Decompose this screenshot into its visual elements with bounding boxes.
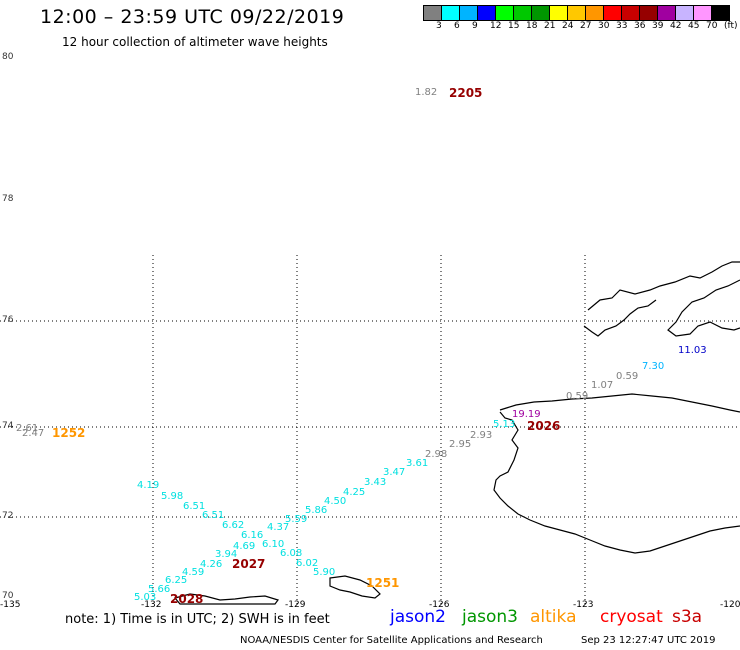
wave-height-value: 7.30: [642, 361, 665, 372]
color-scale-tick: 42: [670, 21, 682, 31]
wave-height-value: 1.07: [591, 380, 614, 391]
wave-height-value: 3.94: [215, 549, 238, 560]
wave-height-value: 6.62: [222, 520, 245, 531]
color-scale-tick: 39: [652, 21, 664, 31]
lat-label: 76: [2, 315, 14, 325]
wave-height-value: 3.61: [406, 458, 429, 469]
wave-height-value: 0.59: [566, 391, 589, 402]
lat-label: 74: [2, 421, 14, 431]
wave-height-value: 3.43: [364, 477, 387, 488]
wave-height-value: 5.03: [134, 592, 157, 603]
color-scale-labels: 3 6 9 12 15 18 21 24 27 30 33 36 39 42 45 70 (ft): [423, 21, 740, 33]
wave-height-value: 2.47: [22, 428, 45, 439]
color-scale-tick: 12: [490, 21, 502, 31]
lon-label: -126: [429, 600, 450, 610]
legend-s3a: s3a: [672, 607, 703, 627]
wave-height-value: 19.19: [512, 409, 541, 420]
wave-height-value: 6.51: [202, 510, 225, 521]
wave-height-value: 2.95: [449, 439, 472, 450]
wave-height-value: 4.50: [324, 496, 347, 507]
wave-height-value: 4.19: [137, 480, 160, 491]
color-scale-tick: 45: [688, 21, 700, 31]
lon-label: -129: [285, 600, 306, 610]
footer-note: note: 1) Time is in UTC; 2) SWH is in fe…: [65, 612, 330, 627]
wave-height-value: 3.47: [383, 467, 406, 478]
wave-height-value: 4.26: [200, 559, 223, 570]
color-scale-tick: 27: [580, 21, 592, 31]
wave-height-value: 5.90: [313, 567, 336, 578]
wave-height-value: 4.25: [343, 487, 366, 498]
wave-height-value: 4.59: [182, 567, 205, 578]
wave-height-value: 5.66: [148, 584, 171, 595]
lon-label: -132: [141, 600, 162, 610]
wave-height-value: 6.51: [183, 501, 206, 512]
wave-height-value: 6.08: [280, 548, 303, 559]
wave-height-value: 2.98: [425, 449, 448, 460]
color-scale-tick: 15: [508, 21, 520, 31]
color-scale-tick: 18: [526, 21, 538, 31]
legend-cryosat: cryosat: [600, 607, 663, 627]
map-title: 12:00 – 23:59 UTC 09/22/2019: [40, 6, 345, 28]
generated-timestamp: Sep 23 12:27:47 UTC 2019: [581, 635, 716, 646]
wave-height-value: 11.03: [678, 345, 707, 356]
map-subtitle: 12 hour collection of altimeter wave hei…: [62, 35, 328, 49]
wave-height-value: 2.93: [470, 430, 493, 441]
wave-height-value: 4.69: [233, 541, 256, 552]
pass-time-label: 2028: [170, 592, 204, 606]
pass-time-label: 1252: [52, 426, 86, 440]
color-scale-tick: 21: [544, 21, 556, 31]
lat-label: 70: [2, 591, 14, 601]
color-scale-tick: 6: [454, 21, 460, 31]
wave-height-value: 0.59: [616, 371, 639, 382]
color-scale-tick: 36: [634, 21, 646, 31]
wave-height-value: 5.13: [493, 419, 516, 430]
color-swatches: [423, 5, 730, 21]
wave-height-value: 6.25: [165, 575, 188, 586]
legend-jason2: jason2: [390, 607, 446, 627]
pass-time-label: 2026: [527, 419, 561, 433]
wave-height-value: 6.02: [296, 558, 319, 569]
legend-altika: altika: [530, 607, 577, 627]
color-scale-tick: 9: [472, 21, 478, 31]
lat-label: 80: [2, 52, 14, 62]
wave-height-value: 4.37: [267, 522, 290, 533]
color-scale-tick: 3: [436, 21, 442, 31]
wave-height-value: 1.82: [415, 87, 438, 98]
color-scale-tick: (ft): [724, 21, 738, 31]
wave-height-value: 5.98: [161, 491, 184, 502]
wave-height-value: 6.10: [262, 539, 285, 550]
lon-label: -135: [0, 600, 21, 610]
color-scale-tick: 70: [706, 21, 718, 31]
wave-height-value: 2.61: [16, 423, 39, 434]
color-scale: [423, 5, 730, 21]
legend-jason3: jason3: [462, 607, 518, 627]
pass-time-label: 1251: [366, 576, 400, 590]
color-scale-tick: 30: [598, 21, 610, 31]
lat-label: 72: [2, 511, 14, 521]
wave-height-value: 5.86: [305, 505, 328, 516]
lat-label: 78: [2, 194, 14, 204]
credit-line: NOAA/NESDIS Center for Satellite Applica…: [240, 635, 543, 646]
lon-label: -123: [573, 600, 594, 610]
color-swatch: [711, 5, 730, 21]
coastline: [173, 261, 740, 605]
color-scale-tick: 24: [562, 21, 574, 31]
color-scale-tick: 33: [616, 21, 628, 31]
pass-time-label: 2205: [449, 86, 483, 100]
lon-label: -120: [720, 600, 740, 610]
graticule: [0, 255, 740, 605]
wave-height-value: 6.16: [241, 530, 264, 541]
wave-height-value: 5.59: [285, 514, 308, 525]
pass-time-label: 2027: [232, 557, 266, 571]
